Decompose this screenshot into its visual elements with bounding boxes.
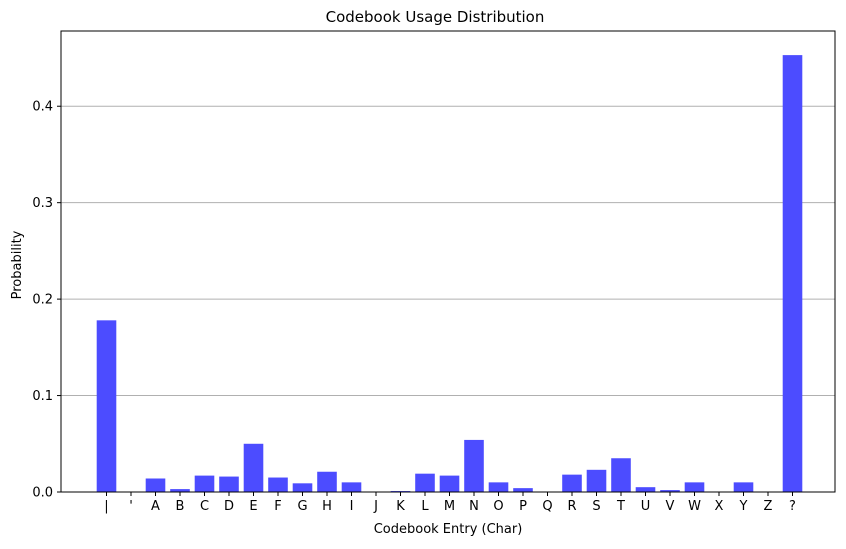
x-tick-label: F [274,499,281,514]
bar [96,320,117,492]
x-tick-label: H [322,499,332,514]
x-tick-label: I [350,499,354,514]
bar [660,490,680,492]
x-tick-label: M [444,499,455,514]
chart-title: Codebook Usage Distribution [326,8,545,26]
y-axis-label: Probability [10,230,25,299]
bar [317,471,337,492]
bar [145,478,166,492]
bar [586,469,607,492]
y-tick-label: 0.0 [32,486,53,501]
x-tick-label: G [297,499,307,514]
bar [464,439,484,492]
x-tick-label: V [666,499,675,514]
gridlines [61,105,835,397]
x-tick-label: O [493,499,503,514]
x-tick-label: ? [789,499,796,514]
bar [782,55,803,493]
bar [292,483,313,492]
x-axis-ticks: | ' A B C D E F G H I J K L M N O P Q R S T U V W X Y Z? [104,492,796,514]
x-tick-label: P [519,499,527,514]
bar [219,476,239,492]
bar [488,482,509,492]
x-tick-label: C [200,499,209,514]
bar [341,482,362,492]
x-tick-label: W [688,499,701,514]
x-tick-label: R [567,499,576,514]
x-axis-label: Codebook Entry (Char) [374,522,523,537]
y-axis-ticks: 0.0 0.1 0.2 0.3 0.4 [32,100,61,501]
x-tick-label: Y [739,499,748,514]
bar [611,458,631,492]
bar [684,482,705,492]
x-tick-label: A [151,499,160,514]
x-tick-label: D [224,499,234,514]
bar [194,475,215,492]
bar [733,482,754,492]
x-tick-label: Z [764,499,773,514]
x-tick-label: | [104,499,108,514]
x-tick-label: S [592,499,600,514]
x-tick-label: J [373,499,378,514]
x-tick-label: L [421,499,429,514]
y-tick-label: 0.3 [32,196,53,211]
bar [415,473,435,492]
x-tick-label: X [715,499,724,514]
x-tick-label: Q [542,499,552,514]
x-tick-label: N [469,499,479,514]
bar [635,487,656,492]
x-tick-label: K [396,499,405,514]
x-tick-label: ' [129,499,133,514]
bars [96,55,803,493]
bar [513,488,533,492]
bar [243,443,264,492]
x-tick-label: B [176,499,185,514]
y-tick-label: 0.1 [32,389,53,404]
x-tick-label: E [249,499,257,514]
bar [170,489,190,492]
bar [268,477,288,492]
x-tick-label: U [641,499,651,514]
x-tick-label: T [616,499,625,514]
y-tick-label: 0.2 [32,293,53,308]
bar [562,474,582,492]
axes-frame [60,30,836,493]
bar [439,475,460,492]
y-tick-label: 0.4 [32,100,53,115]
